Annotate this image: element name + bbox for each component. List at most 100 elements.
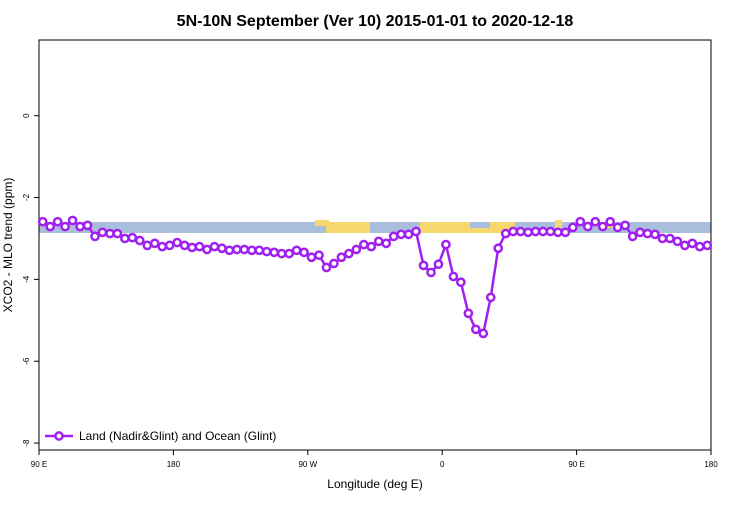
data-point: [642, 228, 653, 239]
data-point: [665, 233, 675, 244]
data-point: [202, 244, 212, 255]
data-point: [67, 215, 78, 226]
y-tick-label: -4: [22, 275, 31, 283]
data-point: [612, 222, 623, 233]
data-point: [680, 240, 690, 251]
data-point: [538, 226, 548, 237]
data-point: [224, 245, 235, 256]
data-point: [627, 231, 638, 242]
data-point: [530, 226, 541, 237]
x-tick-label: 0: [440, 460, 445, 469]
data-point: [336, 252, 347, 263]
data-point: [426, 267, 436, 278]
data-point: [672, 236, 683, 247]
data-point: [134, 235, 145, 246]
data-point: [142, 240, 153, 251]
x-tick-label: 90 E: [31, 460, 47, 469]
data-point: [261, 246, 272, 257]
x-axis-label: Longitude (deg E): [327, 477, 422, 491]
data-point: [545, 226, 556, 237]
data-point: [127, 232, 138, 243]
data-point: [575, 216, 586, 227]
data-point: [112, 228, 123, 239]
data-point: [97, 227, 108, 238]
data-point: [694, 241, 705, 252]
data-point: [306, 252, 317, 263]
data-point: [635, 227, 645, 238]
x-tick-label: 90 W: [298, 460, 317, 469]
data-point: [314, 250, 324, 261]
data-point: [284, 248, 294, 259]
data-point: [373, 236, 384, 247]
data-point: [456, 277, 466, 288]
data-point: [120, 233, 130, 244]
data-point: [485, 292, 496, 303]
data-point: [560, 227, 571, 238]
data-point: [358, 239, 369, 250]
data-point: [582, 221, 593, 232]
data-point: [329, 258, 339, 269]
data-point: [246, 245, 257, 256]
data-point: [418, 260, 429, 271]
data-point: [179, 240, 190, 251]
data-point: [209, 241, 220, 252]
data-point: [45, 221, 56, 232]
data-point: [157, 241, 168, 252]
data-point: [232, 244, 242, 255]
chart-title: 5N-10N September (Ver 10) 2015-01-01 to …: [177, 13, 574, 30]
y-tick-label: -6: [22, 357, 31, 365]
data-point: [344, 248, 354, 259]
data-point: [650, 229, 660, 240]
data-point: [164, 240, 175, 251]
y-tick-label: -8: [22, 439, 31, 447]
data-point: [605, 216, 616, 227]
data-point: [351, 244, 362, 255]
data-point: [515, 226, 526, 237]
data-point: [553, 227, 563, 238]
data-point: [508, 226, 518, 237]
y-axis-label: XCO2 - MLO trend (ppm): [1, 178, 15, 313]
data-point: [441, 239, 451, 250]
data-point: [411, 226, 421, 237]
data-point: [82, 220, 93, 231]
data-point: [239, 244, 250, 255]
legend-marker: [54, 431, 64, 441]
data-point: [657, 233, 668, 244]
data-point: [620, 220, 630, 231]
data-point: [590, 216, 601, 227]
data-point: [321, 262, 332, 273]
data-point: [60, 221, 70, 232]
data-point: [149, 238, 160, 249]
data-point: [105, 228, 115, 239]
data-point: [269, 247, 280, 258]
x-tick-label: 180: [704, 460, 718, 469]
data-point: [299, 247, 309, 258]
data-point: [448, 271, 459, 282]
data-point: [433, 259, 444, 270]
data-point: [493, 243, 504, 254]
data-point: [523, 227, 533, 238]
data-point: [568, 222, 578, 233]
data-point: [366, 241, 377, 252]
data-point: [388, 231, 399, 242]
data-point: [254, 245, 265, 256]
data-point: [37, 216, 48, 227]
data-point: [291, 245, 302, 256]
data-point: [470, 324, 481, 335]
data-point: [172, 237, 182, 248]
data-point: [597, 221, 608, 232]
data-point: [463, 308, 474, 319]
data-point: [187, 242, 197, 253]
legend-label: Land (Nadir&Glint) and Ocean (Glint): [79, 429, 276, 443]
y-tick-label: 0: [22, 113, 31, 118]
data-point: [500, 228, 511, 239]
data-point: [75, 221, 85, 232]
data-point: [478, 328, 489, 339]
x-tick-label: 90 E: [568, 460, 584, 469]
data-point: [194, 241, 205, 252]
y-tick-label: -2: [22, 193, 31, 201]
x-tick-label: 180: [167, 460, 181, 469]
data-point: [217, 243, 227, 254]
data-point: [276, 248, 287, 259]
